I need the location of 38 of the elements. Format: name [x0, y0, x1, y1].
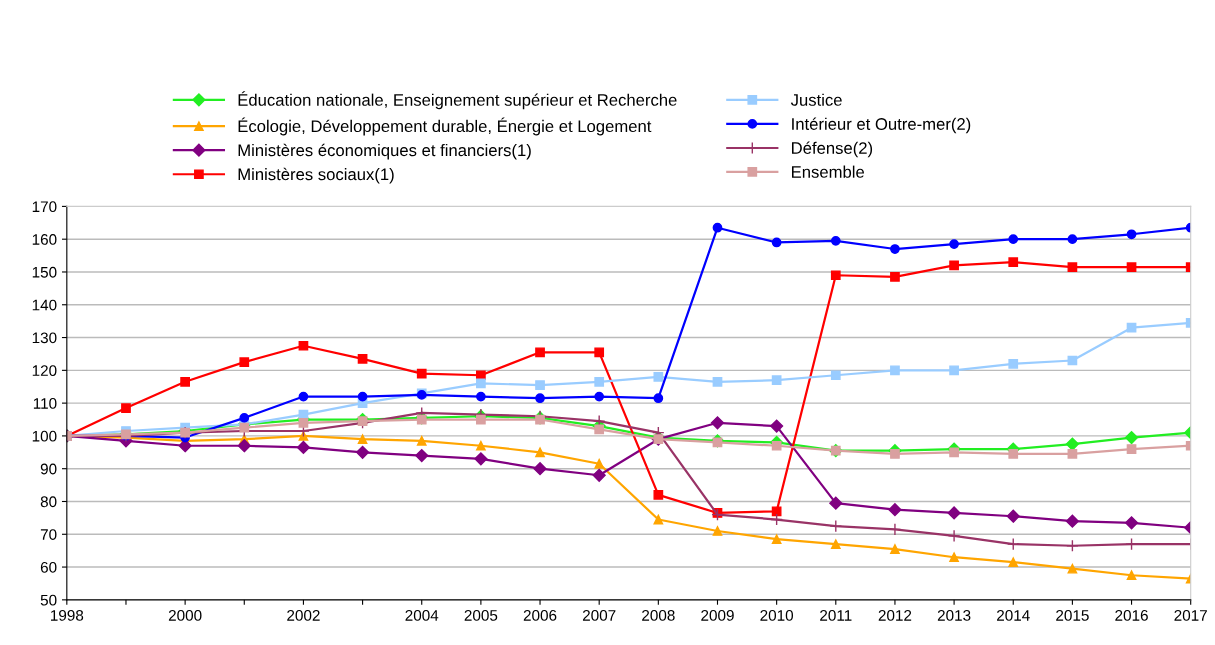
y-tick-label: 160: [32, 234, 57, 245]
x-tick-label: 2008: [642, 609, 675, 621]
y-tick-label: 110: [33, 397, 57, 409]
legend-label: Justice: [790, 93, 842, 106]
x-tick-label: 2015: [1056, 609, 1089, 621]
x-tick-label: 2009: [701, 609, 734, 621]
x-tick-label: 2011: [820, 609, 852, 621]
x-tick-label: 2006: [523, 609, 557, 621]
x-tick-label: 2000: [168, 609, 202, 621]
y-tick-label: 70: [40, 529, 57, 540]
y-tick-label: 50: [40, 594, 57, 606]
x-tick-label: 2016: [1115, 609, 1148, 621]
x-tick-label: 2005: [464, 609, 498, 621]
x-tick-label: 2004: [405, 609, 439, 621]
y-tick-label: 140: [32, 299, 57, 311]
legend-label: Défense(2): [792, 141, 873, 158]
legend-label: Ministères sociaux(1): [238, 167, 394, 184]
x-tick-label: 2017: [1174, 609, 1207, 621]
legend-label: Intérieur et Outre-mer(2): [792, 117, 971, 134]
x-tick-label: 2014: [997, 609, 1030, 621]
legend-label: Ministères économiques et financiers(1): [238, 143, 531, 160]
x-tick-label: 2002: [287, 609, 320, 621]
y-tick-label: 170: [32, 201, 57, 213]
x-tick-label: 1998: [51, 609, 84, 621]
y-tick-label: 60: [40, 561, 57, 573]
x-tick-label: 2007: [582, 609, 616, 621]
x-tick-label: 2010: [760, 609, 794, 621]
y-tick-label: 150: [32, 266, 57, 278]
legend-label: Ensemble: [792, 165, 865, 178]
legend-label: Écologie, Développement durable, Énergie et Logement: [238, 117, 652, 136]
x-tick-label: 2013: [937, 609, 971, 621]
y-tick-label: 90: [40, 463, 57, 475]
y-tick-label: 100: [32, 430, 57, 442]
y-tick-label: 130: [32, 332, 57, 344]
x-tick-label: 2012: [878, 609, 912, 621]
y-tick-label: 120: [32, 365, 57, 377]
legend-label: Éducation nationale, Enseignement supérieur et Recherche: [238, 91, 677, 110]
y-tick-label: 80: [40, 496, 57, 508]
